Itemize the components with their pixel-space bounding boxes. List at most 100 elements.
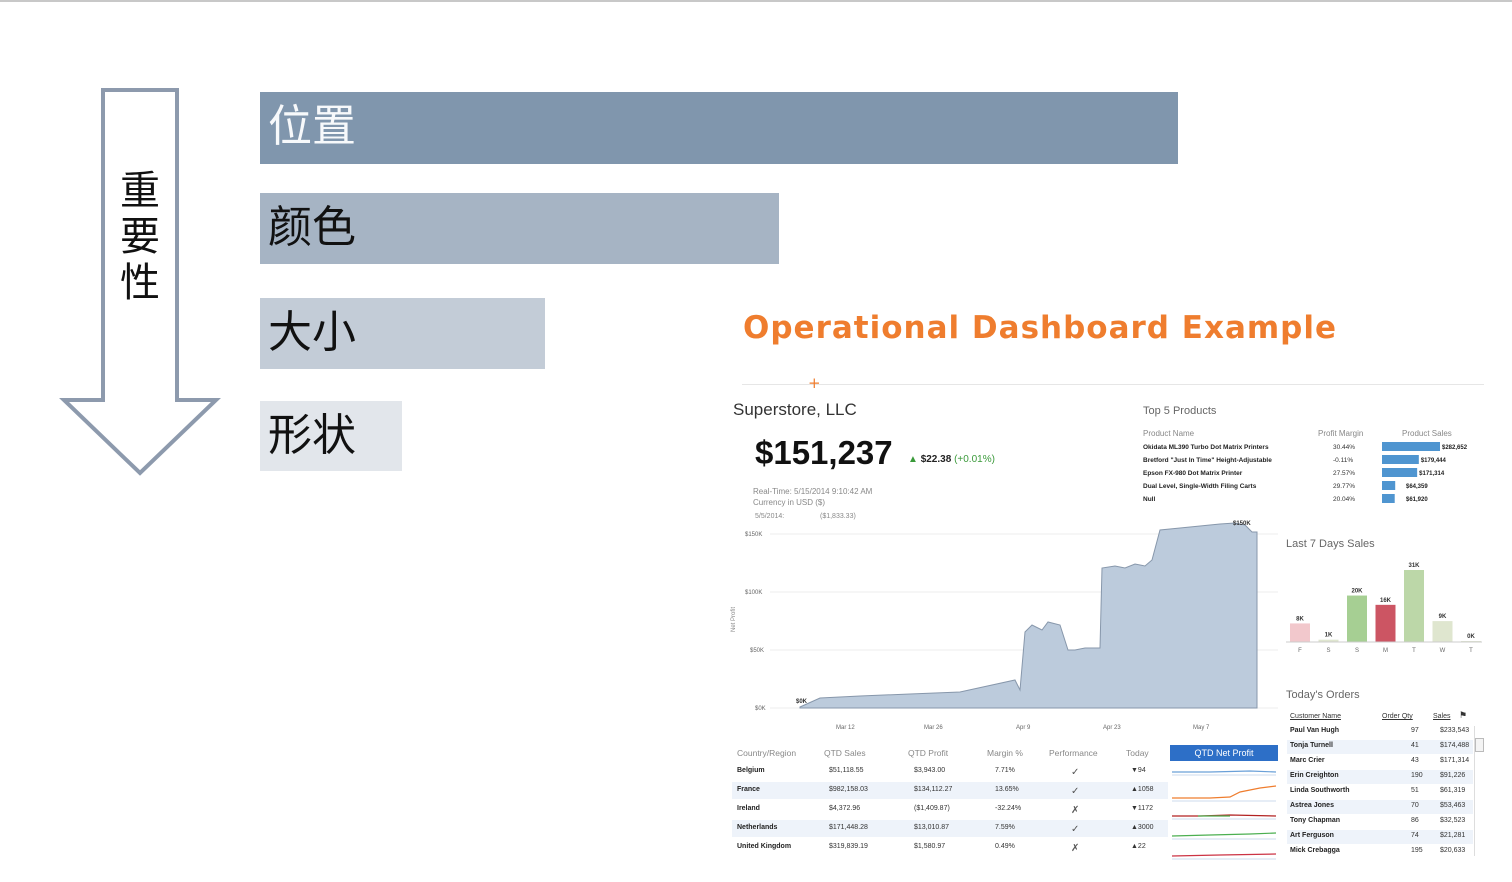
last7-bar-label: 9K	[1439, 614, 1447, 620]
last7-day-label: T	[1412, 648, 1416, 654]
last7-bar	[1432, 621, 1453, 642]
main-ytick-100: $100K	[745, 590, 762, 596]
orders-row-stripe	[1287, 740, 1473, 754]
country-sparkline	[1172, 770, 1277, 773]
top5-sales-bar	[1382, 481, 1396, 490]
kpi-value: $151,237	[755, 434, 893, 471]
country-cell: ▼94	[1131, 767, 1146, 774]
country-header: Today	[1126, 748, 1149, 758]
importance-arrow-icon	[59, 88, 221, 476]
top5-sales-bar	[1382, 494, 1395, 503]
last7-bar	[1318, 639, 1339, 642]
orders-row-name: Erin Creighton	[1290, 772, 1339, 779]
orders-row-name: Tony Chapman	[1290, 817, 1341, 824]
orders-row-name: Tonja Turnell	[1290, 742, 1333, 749]
country-cell: $319,839.19	[829, 843, 868, 850]
country-cell: -32.24%	[995, 805, 1022, 812]
orders-row-sales: $174,488	[1440, 742, 1470, 749]
country-cell: $1,580.97	[914, 843, 946, 850]
orders-header-qty[interactable]: Order Qty	[1382, 713, 1413, 720]
orders-row-qty: 74	[1411, 832, 1419, 839]
main-ytick-150: $150K	[745, 532, 762, 538]
orders-title: Today's Orders	[1286, 689, 1360, 701]
bar-size: 大小	[260, 298, 545, 369]
main-ytick-0: $0K	[755, 706, 766, 712]
country-cell: ▲1058	[1131, 786, 1154, 793]
top5-row-margin: -0.11%	[1333, 457, 1354, 464]
bar-color: 颜色	[260, 193, 779, 264]
orders-row-name: Linda Southworth	[1290, 787, 1350, 794]
top5-header-sales: Product Sales	[1402, 429, 1452, 438]
top5-sales-bar	[1382, 442, 1440, 451]
last7-bar	[1404, 570, 1424, 642]
orders-row-name: Paul Van Hugh	[1290, 727, 1340, 734]
dashboard-title: Operational Dashboard Example	[743, 310, 1338, 346]
orders-header-name[interactable]: Customer Name	[1290, 713, 1341, 720]
last7-bar-label: 8K	[1296, 616, 1304, 622]
orders-scroll-thumb[interactable]	[1475, 738, 1484, 752]
country-cell: $3,943.00	[914, 767, 946, 774]
meta-date-value: ($1,833.33)	[820, 513, 856, 520]
kpi-delta-pct: (+0.01%)	[954, 454, 995, 465]
top5-row-name: Okidata ML390 Turbo Dot Matrix Printers	[1143, 444, 1269, 451]
top5-sales-label: $171,314	[1419, 471, 1445, 477]
top5-row-margin: 29.77%	[1333, 483, 1356, 490]
last7-title: Last 7 Days Sales	[1286, 538, 1375, 550]
orders-row-qty: 195	[1411, 847, 1423, 854]
top5-sales-bar	[1382, 468, 1418, 477]
top5-header-margin: Profit Margin	[1318, 429, 1364, 438]
plus-icon: +	[808, 374, 821, 392]
country-cell: Netherlands	[737, 824, 778, 831]
orders-scrollbar[interactable]	[1474, 726, 1484, 856]
country-cell: $13,010.87	[914, 824, 950, 831]
top5-row-margin: 30.44%	[1333, 444, 1356, 451]
main-ytick-50: $50K	[750, 648, 764, 654]
last7-day-label: W	[1440, 648, 1446, 654]
last7-day-label: S	[1326, 648, 1330, 654]
orders-row-sales: $233,543	[1440, 727, 1470, 734]
country-cell: $4,372.96	[829, 805, 861, 812]
orders-row-name: Art Ferguson	[1290, 832, 1334, 839]
orders-row-qty: 86	[1411, 817, 1419, 824]
kpi-delta-value: $22.38	[920, 454, 952, 465]
orders-row-qty: 51	[1411, 787, 1419, 794]
orders-row-qty: 97	[1411, 727, 1419, 734]
orders-row-stripe	[1287, 800, 1473, 814]
importance-label: 重 要 性	[118, 168, 162, 306]
filter-icon[interactable]: ⚑	[1459, 710, 1468, 720]
country-cell: 7.59%	[995, 824, 1015, 831]
top5-sales-label: $64,359	[1406, 484, 1428, 490]
country-cell: Ireland	[737, 805, 760, 812]
country-cell: ▲22	[1131, 843, 1146, 850]
orders-row-qty: 43	[1411, 757, 1419, 764]
main-xtick-5: May 7	[1193, 725, 1210, 731]
top5-title: Top 5 Products	[1143, 405, 1217, 417]
orders-row-qty: 41	[1411, 742, 1419, 749]
country-cell: $51,118.55	[829, 767, 864, 774]
top5-row-margin: 27.57%	[1333, 470, 1356, 477]
top5-row-margin: 20.04%	[1333, 496, 1356, 503]
meta-currency: Currency in USD ($)	[753, 498, 826, 507]
orders-row-sales: $61,319	[1440, 787, 1466, 794]
main-xtick-2: Mar 26	[924, 725, 943, 731]
last7-bar	[1290, 623, 1310, 642]
main-xtick-1: Mar 12	[836, 725, 855, 731]
qtd-net-profit-button[interactable]: QTD Net Profit	[1170, 745, 1278, 761]
last7-bar-chart: 8K F 1K S 20K S 16K M 31K T 9K W 0K T	[1286, 563, 1482, 654]
top-rule	[0, 0, 1512, 2]
top5-sales-bar	[1382, 455, 1419, 464]
orders-header-sales[interactable]: Sales	[1433, 713, 1451, 720]
top5-row-name: Bretford "Just In Time" Height-Adjustabl…	[1143, 457, 1272, 464]
orders-row-sales: $21,281	[1440, 832, 1466, 839]
meta-date: 5/5/2014:	[755, 513, 785, 520]
top5-row-name: Epson FX-980 Dot Matrix Printer	[1143, 470, 1243, 477]
country-header: QTD Profit	[908, 748, 949, 758]
country-cell: ▲3000	[1131, 824, 1154, 831]
last7-bar-label: 1K	[1325, 633, 1333, 639]
orders-row-stripe	[1287, 830, 1473, 844]
meta-realtime: Real-Time: 5/15/2014 9:10:42 AM	[753, 487, 873, 496]
country-cell: ✓	[1071, 824, 1080, 835]
importance-char-3: 性	[120, 260, 160, 306]
last7-bar	[1375, 604, 1396, 642]
importance-char-2: 要	[120, 214, 160, 260]
